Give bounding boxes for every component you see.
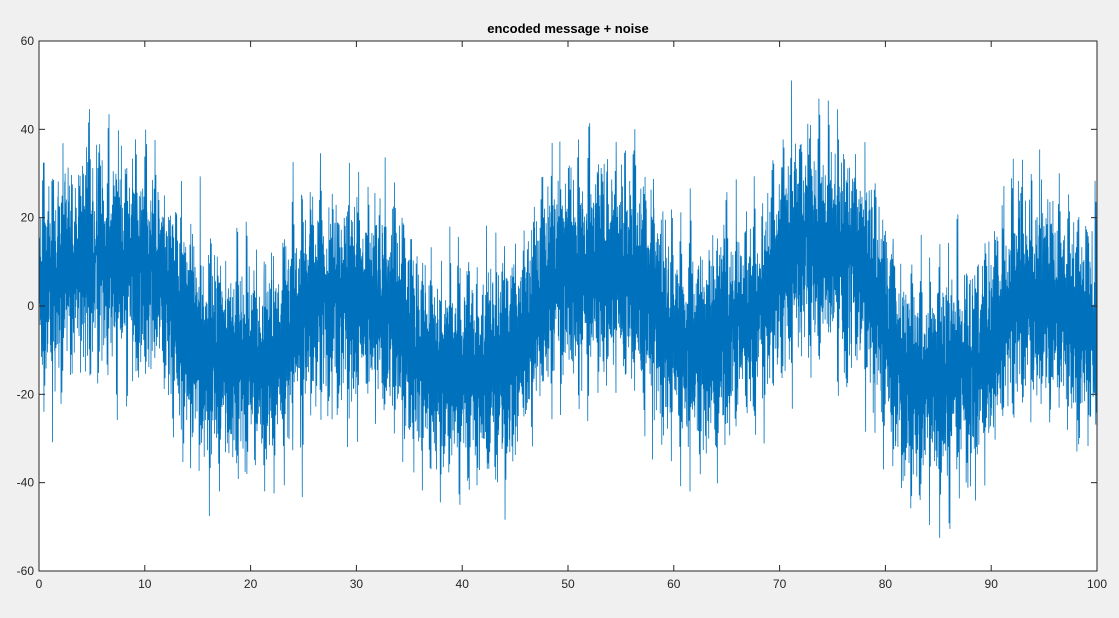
x-tick-label: 10 (138, 577, 152, 591)
y-tick-label: -60 (17, 564, 35, 578)
x-tick-label: 70 (773, 577, 787, 591)
x-tick-label: 90 (985, 577, 999, 591)
x-tick-label: 0 (36, 577, 43, 591)
y-tick-label: 20 (21, 211, 35, 225)
axes-box (38, 40, 1098, 572)
x-tick-label: 40 (456, 577, 470, 591)
x-tick-label: 100 (1087, 577, 1107, 591)
series-line-encoded-message-noise (39, 80, 1097, 538)
y-tick-label: -40 (17, 476, 35, 490)
x-tick-label: 50 (561, 577, 575, 591)
y-tick-label: 40 (21, 122, 35, 136)
x-tick-label: 30 (350, 577, 364, 591)
y-tick-group: -60 -40 -20 0 20 40 60 (17, 34, 1097, 578)
y-tick-label: 0 (27, 299, 34, 313)
plot-series-group (39, 80, 1097, 538)
y-tick-label: -20 (17, 387, 35, 401)
x-tick-label: 60 (667, 577, 681, 591)
y-tick-label: 60 (21, 34, 35, 48)
x-tick-label: 20 (244, 577, 258, 591)
x-tick-label: 80 (879, 577, 893, 591)
chart-title: encoded message + noise (487, 21, 648, 36)
x-tick-group: 0 10 20 30 40 50 60 70 80 90 100 (36, 41, 1107, 591)
